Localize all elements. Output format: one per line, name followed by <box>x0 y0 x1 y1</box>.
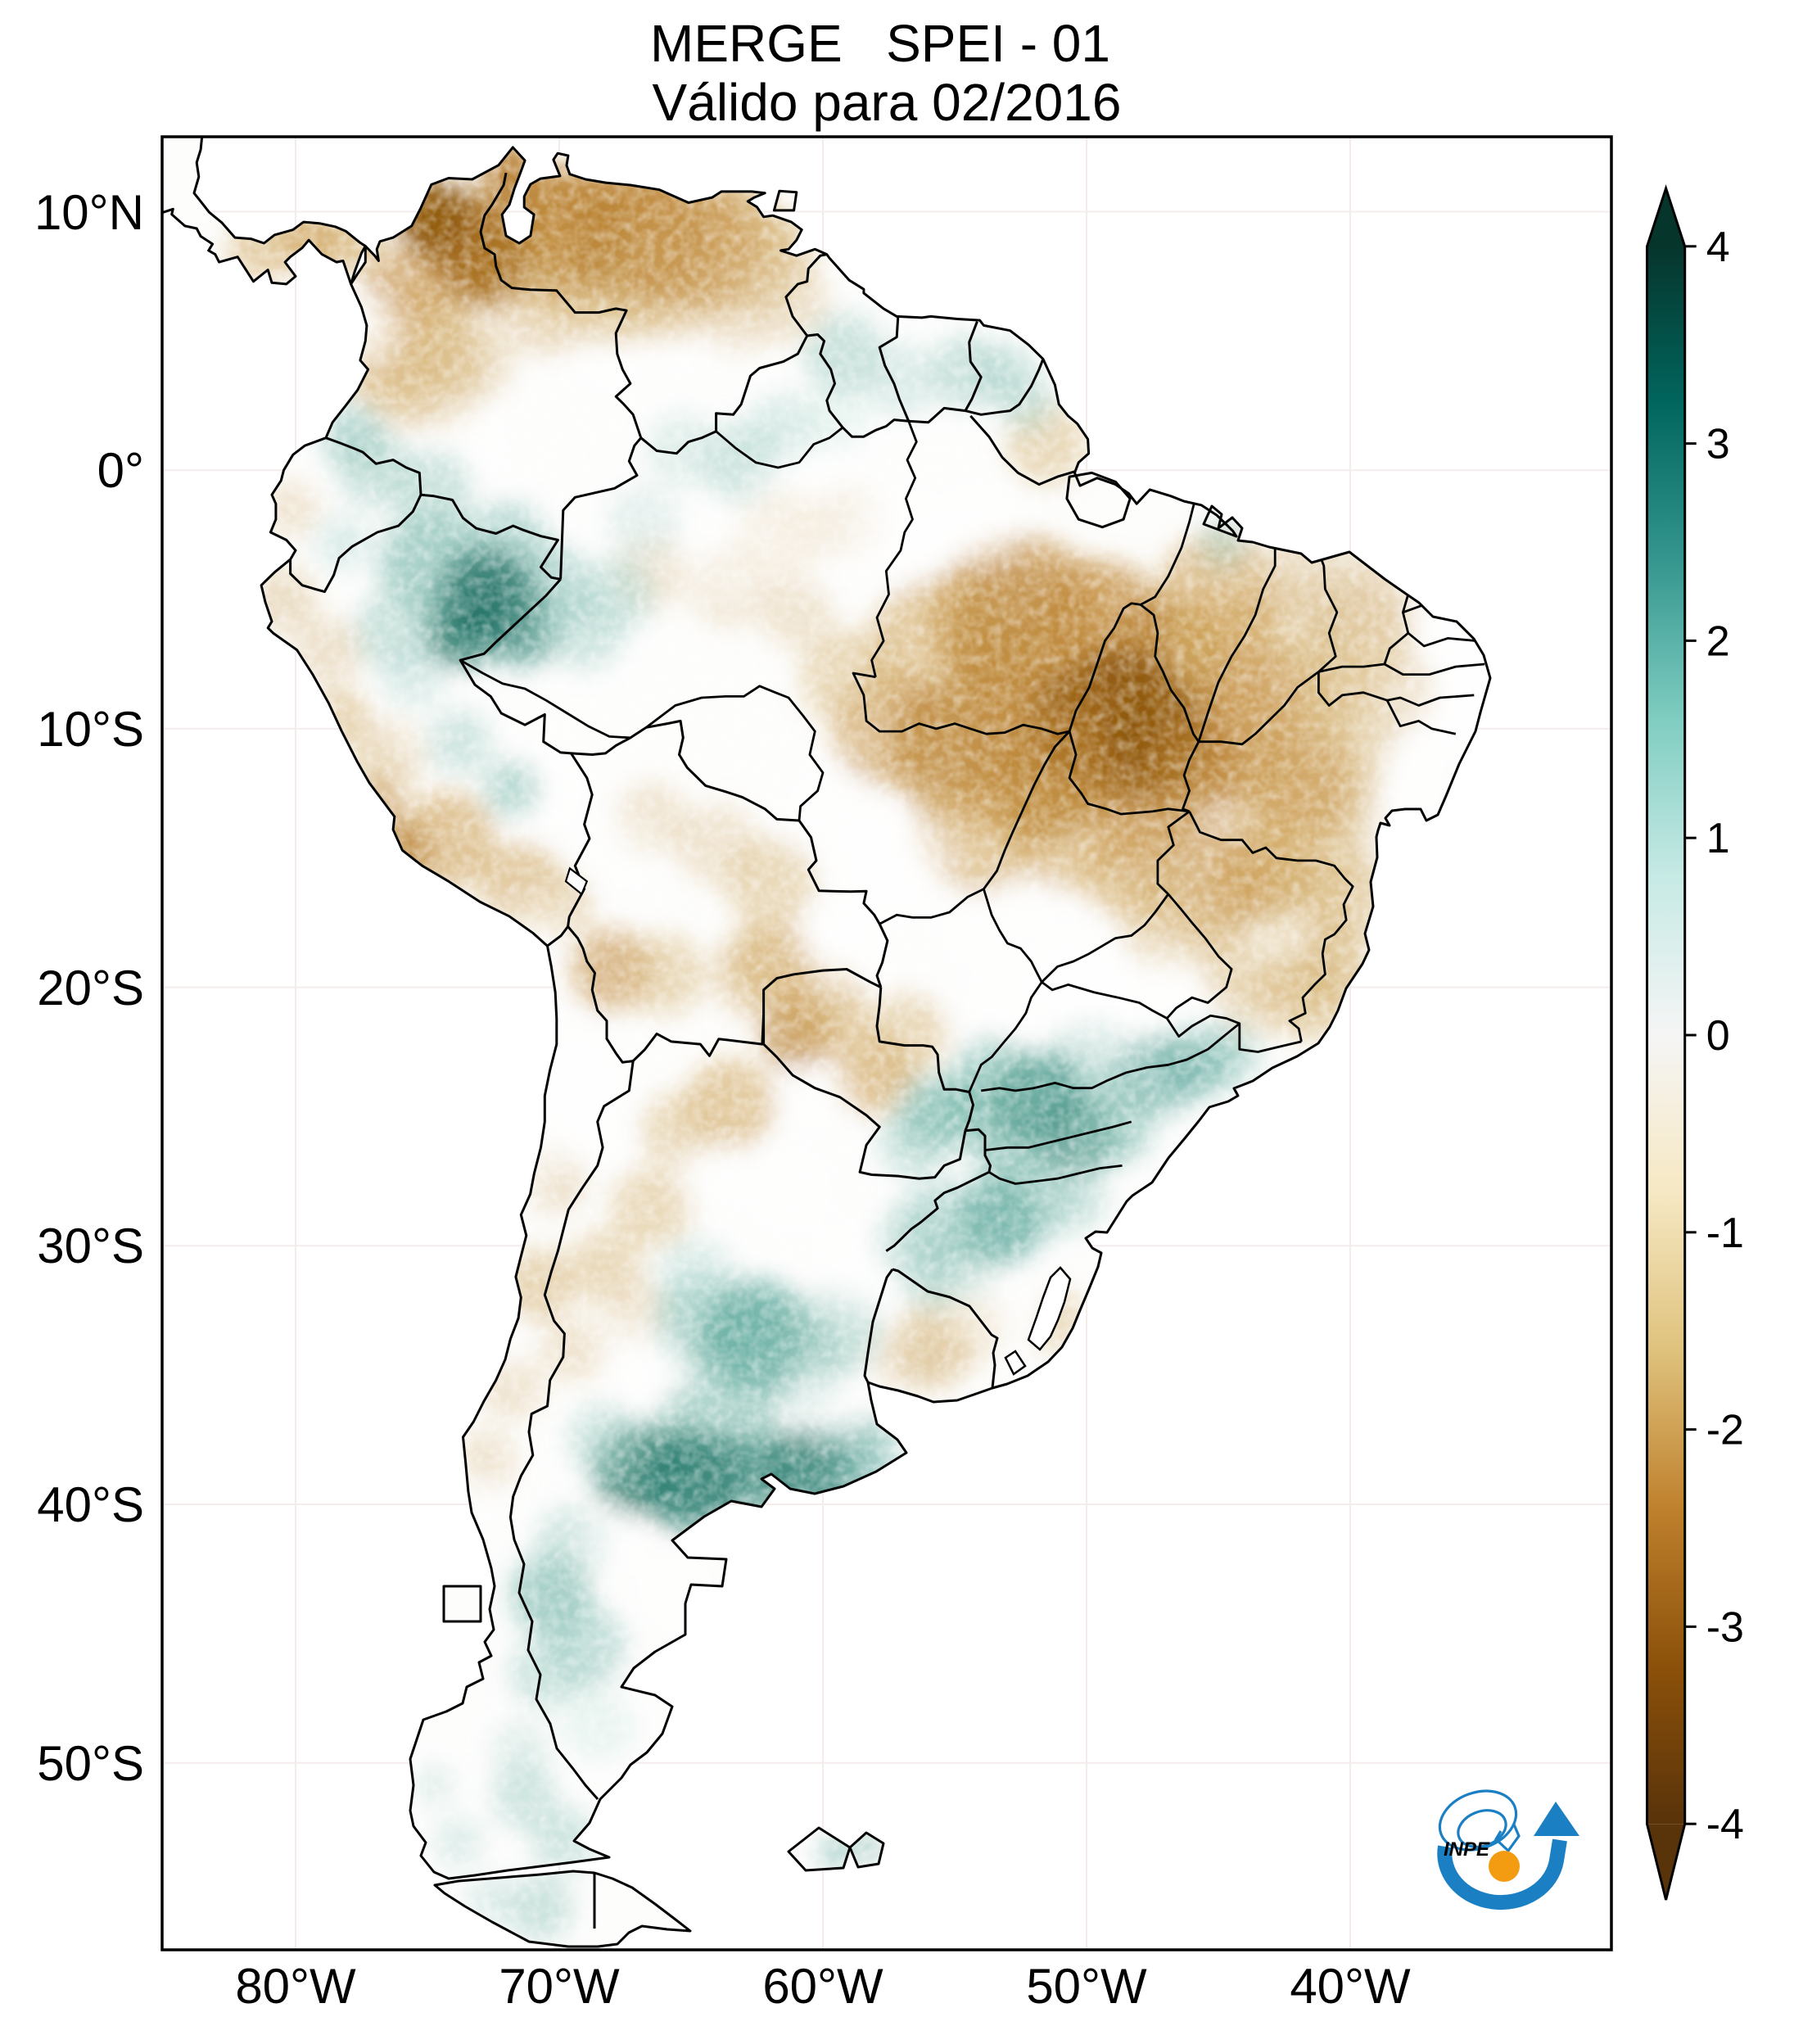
svg-text:50°S: 50°S <box>37 1736 144 1791</box>
svg-text:INPE: INPE <box>1444 1838 1490 1861</box>
svg-text:2: 2 <box>1706 617 1730 665</box>
svg-text:30°S: 30°S <box>37 1219 144 1273</box>
svg-text:0°: 0° <box>97 443 144 498</box>
svg-text:60°W: 60°W <box>762 1959 883 2014</box>
svg-text:Válido para 02/2016: Válido para 02/2016 <box>653 73 1122 132</box>
svg-text:1: 1 <box>1706 815 1730 862</box>
svg-text:10°S: 10°S <box>37 702 144 757</box>
svg-text:20°S: 20°S <box>37 961 144 1015</box>
svg-text:0: 0 <box>1706 1012 1730 1060</box>
svg-text:-3: -3 <box>1706 1603 1744 1651</box>
svg-text:70°W: 70°W <box>499 1959 620 2014</box>
svg-text:-1: -1 <box>1706 1210 1744 1257</box>
svg-text:-4: -4 <box>1706 1801 1744 1848</box>
svg-text:3: 3 <box>1706 421 1730 468</box>
svg-text:80°W: 80°W <box>235 1959 356 2014</box>
svg-text:-2: -2 <box>1706 1407 1744 1454</box>
svg-text:4: 4 <box>1706 224 1730 271</box>
svg-text:10°N: 10°N <box>34 185 144 240</box>
svg-text:40°S: 40°S <box>37 1477 144 1532</box>
svg-text:50°W: 50°W <box>1026 1959 1147 2014</box>
svg-text:40°W: 40°W <box>1290 1959 1411 2014</box>
svg-text:MERGE SPEI - 01: MERGE SPEI - 01 <box>650 14 1110 73</box>
